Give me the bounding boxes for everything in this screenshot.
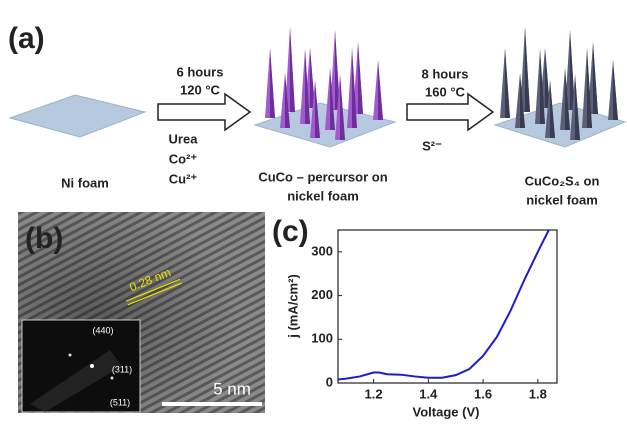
x-axis-label: Voltage (V): [413, 404, 480, 419]
scale-bar: [162, 402, 262, 406]
cone-shade: [378, 60, 383, 120]
caption: CuCo₂S₄ on: [525, 173, 600, 188]
cone-shade: [290, 27, 295, 112]
cone-shade: [575, 74, 580, 140]
chart: 0 100 200 300 1.2 1.4 1.6 1.8: [311, 230, 557, 401]
cone-shade: [613, 60, 618, 120]
cone-shade: [505, 48, 510, 118]
cone-shade: [593, 42, 598, 114]
foam: [495, 103, 625, 147]
cone-shade: [340, 74, 345, 140]
condition: 160 °C: [425, 84, 466, 99]
y-tick-label: 300: [311, 243, 333, 258]
data-line: [338, 230, 549, 380]
y-axis-label: j (mA/cm²): [285, 274, 300, 339]
x-tick-label: 1.4: [419, 386, 438, 401]
reagent: Urea: [169, 131, 199, 146]
reagent: Co²⁺: [169, 151, 198, 166]
plane-label: (511): [110, 397, 130, 407]
y-tick-label: 200: [311, 287, 333, 302]
foam: [10, 95, 145, 137]
spot: [90, 364, 94, 368]
plane-label: (440): [92, 325, 113, 335]
spot: [69, 354, 72, 357]
caption: nickel foam: [287, 188, 359, 203]
panel-label: (b): [25, 222, 63, 255]
caption: CuCo – percursor on: [258, 169, 387, 184]
reagent: S²⁻: [422, 138, 442, 153]
spot: [111, 377, 114, 380]
y-tick-label: 100: [311, 331, 333, 346]
condition: 8 hours: [422, 66, 469, 81]
cone-shade: [358, 42, 363, 114]
panel-label: (c): [272, 215, 309, 248]
condition: 6 hours: [177, 64, 224, 79]
panel-label: (a): [8, 22, 45, 55]
x-tick-label: 1.8: [529, 386, 547, 401]
plane-label: (311): [112, 364, 132, 374]
cone-shade: [270, 48, 275, 118]
x-tick-label: 1.2: [365, 386, 383, 401]
y-tick-label: 0: [326, 374, 333, 389]
reagent: Cu²⁺: [169, 171, 198, 186]
cone-shade: [525, 27, 530, 112]
figure: (a) Ni foam 6 hours 120 °C Urea Co²⁺ Cu²…: [0, 0, 627, 426]
plot-frame: [338, 230, 557, 383]
caption: Ni foam: [61, 175, 109, 190]
condition: 120 °C: [180, 82, 221, 97]
caption: nickel foam: [526, 192, 598, 207]
arrow: [158, 94, 250, 130]
scale-label: 5 nm: [213, 379, 251, 398]
x-tick-label: 1.6: [474, 386, 492, 401]
